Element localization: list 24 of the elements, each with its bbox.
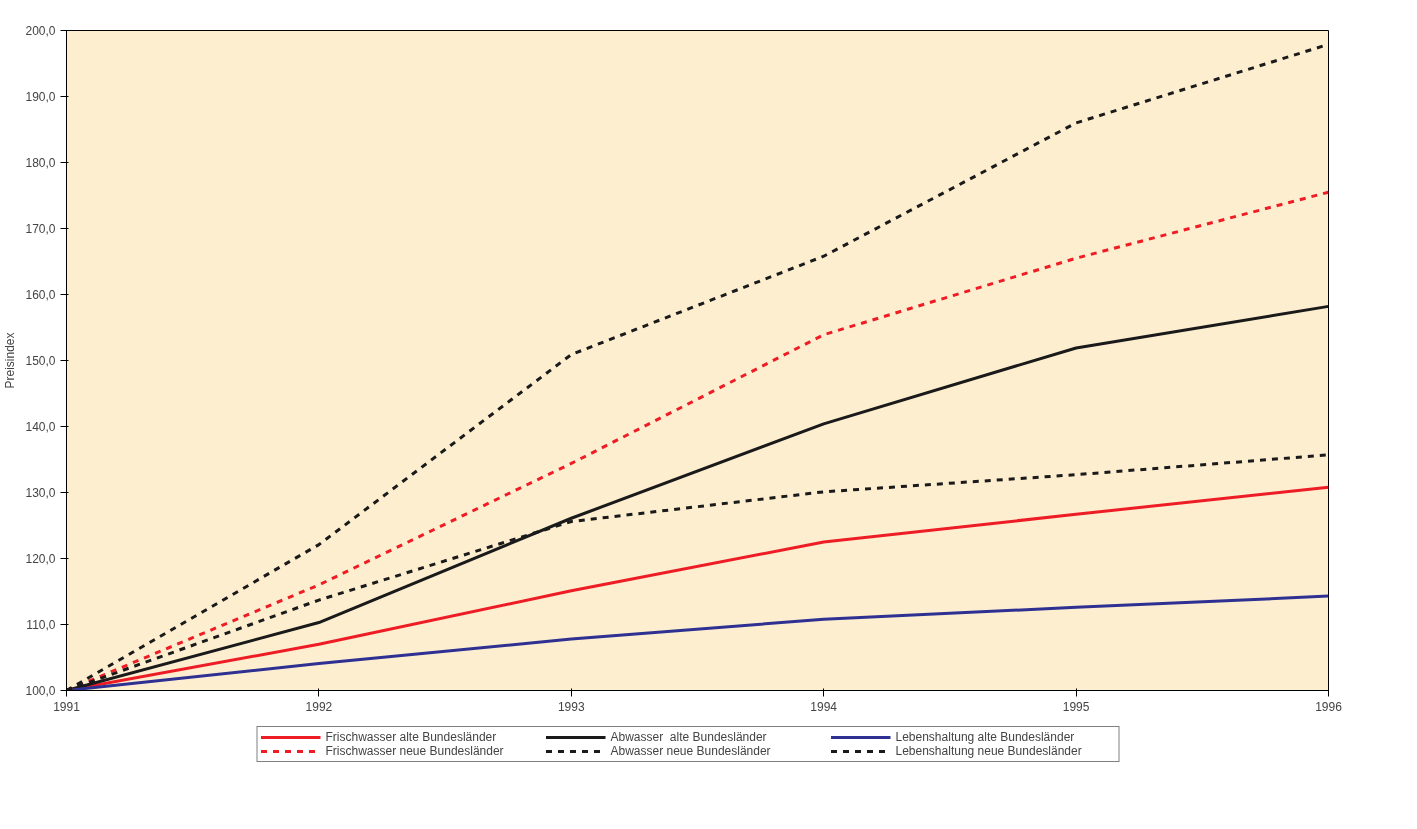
y-tick-label: 200,0 (25, 24, 56, 38)
y-tick-label: 140,0 (25, 420, 56, 434)
y-tick-label: 170,0 (25, 222, 56, 236)
y-tick-label: 100,0 (25, 684, 56, 698)
x-tick-label: 1994 (810, 699, 838, 714)
legend-label: Abwasser neue Bundesländer (610, 744, 772, 758)
legend-label: Frischwasser alte Bundesländer (325, 730, 498, 744)
x-tick-label: 1995 (1062, 699, 1090, 714)
y-tick-label: 130,0 (25, 486, 56, 500)
x-tick-label: 1993 (557, 699, 585, 714)
legend-label: Frischwasser neue Bundesländer (325, 744, 505, 758)
legend-label: Lebenshaltung alte Bundesländer (895, 730, 1076, 744)
y-tick-label: 120,0 (25, 552, 56, 566)
y-tick-label: 190,0 (25, 90, 56, 104)
legend-label: Lebenshaltung neue Bundesländer (895, 744, 1083, 758)
legend-label: Abwasser alte Bundesländer (610, 730, 768, 744)
x-tick-label: 1991 (53, 699, 81, 714)
y-axis-title: Preisindex (3, 332, 18, 389)
y-tick-label: 150,0 (25, 354, 56, 368)
y-tick-label: 180,0 (25, 156, 56, 170)
y-tick-label: 160,0 (25, 288, 56, 302)
x-tick-label: 1992 (305, 699, 333, 714)
x-tick-label: 1996 (1315, 699, 1343, 714)
y-tick-label: 110,0 (26, 618, 56, 632)
